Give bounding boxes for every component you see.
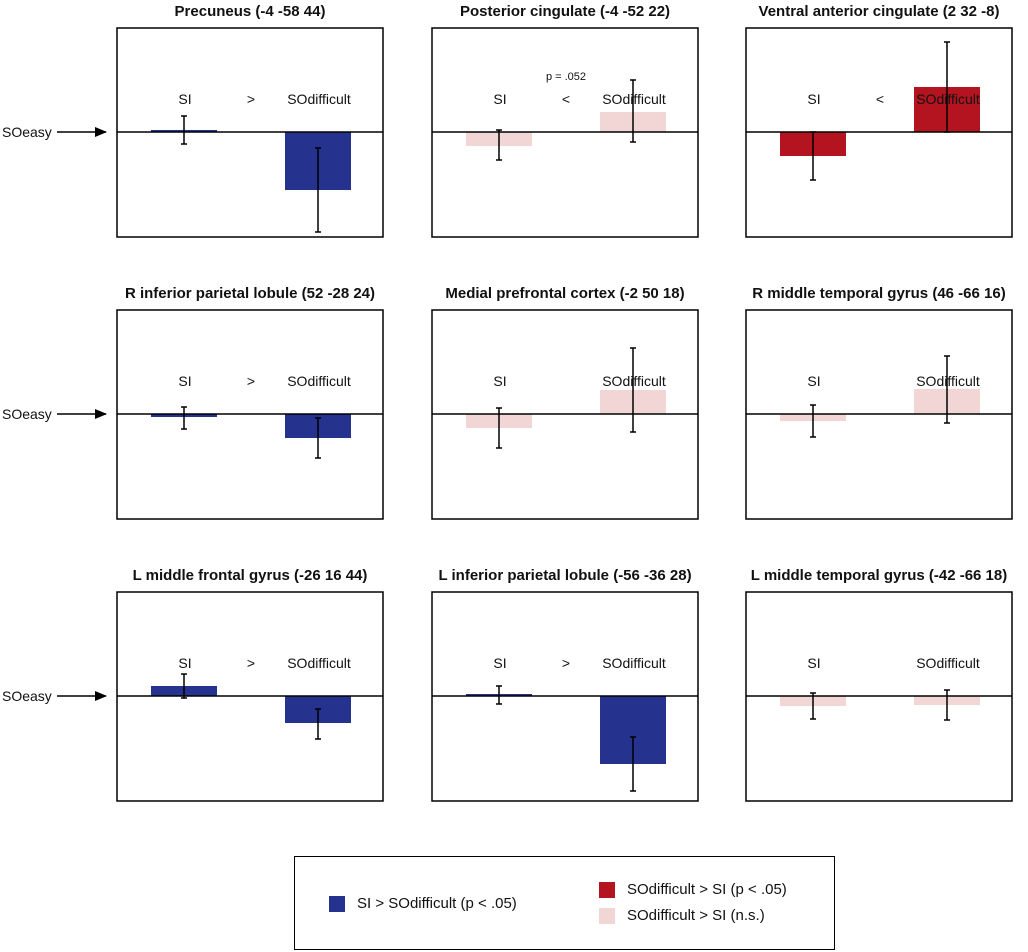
chart-panel: Posterior cingulate (-4 -52 22) SI SOdiffi… bbox=[431, 3, 699, 238]
error-bar bbox=[315, 708, 321, 740]
category-label: SI bbox=[178, 373, 191, 389]
error-bar bbox=[944, 41, 950, 133]
legend-item-sodifficult-greater-sig: SOdifficult > SI (p < .05) bbox=[599, 881, 787, 898]
category-label: SOdifficult bbox=[916, 373, 980, 389]
category-label: SOdifficult bbox=[602, 655, 666, 671]
error-bar bbox=[944, 355, 950, 424]
category-label: SOdifficult bbox=[287, 91, 351, 107]
panel-title: Posterior cingulate (-4 -52 22) bbox=[460, 3, 670, 20]
panel-title: R inferior parietal lobule (52 -28 24) bbox=[125, 285, 375, 302]
comparison-symbol: > bbox=[247, 91, 255, 107]
comparison-symbol: > bbox=[247, 373, 255, 389]
category-label: SI bbox=[178, 91, 191, 107]
chart-panel: R middle temporal gyrus (46 -66 16) SI SOd… bbox=[745, 285, 1013, 520]
panels: Precuneus (-4 -58 44) SI SOdifficult > Poste… bbox=[116, 3, 1013, 802]
comparison-symbol: < bbox=[876, 91, 884, 107]
category-label: SI bbox=[493, 655, 506, 671]
category-label: SI bbox=[807, 91, 820, 107]
row-label-2: SOeasy bbox=[2, 406, 107, 422]
error-bar bbox=[181, 673, 187, 699]
row-label-text: SOeasy bbox=[2, 124, 52, 140]
row-label-text: SOeasy bbox=[2, 406, 52, 422]
error-bar bbox=[496, 407, 502, 449]
panel-title: L inferior parietal lobule (-56 -36 28) bbox=[438, 567, 691, 584]
row-label-text: SOeasy bbox=[2, 688, 52, 704]
error-bar bbox=[810, 692, 816, 720]
chart-panel: R inferior parietal lobule (52 -28 24) SI… bbox=[116, 285, 384, 520]
p-value-annotation: p = .052 bbox=[546, 71, 586, 83]
error-bar bbox=[630, 347, 636, 433]
legend-swatch bbox=[599, 881, 615, 898]
category-label: SI bbox=[807, 373, 820, 389]
comparison-symbol: > bbox=[562, 655, 570, 671]
category-label: SOdifficult bbox=[916, 91, 980, 107]
chart-panel: Precuneus (-4 -58 44) SI SOdifficult > bbox=[116, 3, 384, 238]
error-bar bbox=[496, 685, 502, 705]
error-bar bbox=[944, 689, 950, 721]
legend-label: SOdifficult > SI (p < .05) bbox=[627, 881, 787, 898]
legend-item-sodifficult-greater-ns: SOdifficult > SI (n.s.) bbox=[599, 907, 765, 924]
chart-panel: L inferior parietal lobule (-56 -36 28) S… bbox=[431, 567, 699, 802]
panel-title: Ventral anterior cingulate (2 32 -8) bbox=[759, 3, 1000, 20]
error-bar bbox=[315, 147, 321, 233]
error-bar bbox=[810, 404, 816, 438]
legend-swatch bbox=[329, 895, 345, 912]
row-label-3: SOeasy bbox=[2, 688, 107, 704]
error-bar bbox=[630, 79, 636, 143]
category-label: SOdifficult bbox=[602, 91, 666, 107]
category-label: SI bbox=[807, 655, 820, 671]
chart-panel: Ventral anterior cingulate (2 32 -8) SI SO… bbox=[745, 3, 1013, 238]
error-bar bbox=[496, 129, 502, 161]
category-label: SI bbox=[178, 655, 191, 671]
error-bar bbox=[810, 131, 816, 181]
legend: SI > SOdifficult (p < .05) SOdifficult >… bbox=[294, 856, 835, 950]
panel-title: L middle temporal gyrus (-42 -66 18) bbox=[751, 567, 1007, 584]
panel-title: Medial prefrontal cortex (-2 50 18) bbox=[445, 285, 684, 302]
category-label: SOdifficult bbox=[602, 373, 666, 389]
legend-label: SI > SOdifficult (p < .05) bbox=[357, 895, 517, 912]
category-label: SI bbox=[493, 91, 506, 107]
legend-swatch bbox=[599, 907, 615, 924]
row-label-1: SOeasy bbox=[2, 124, 107, 140]
panel-title: Precuneus (-4 -58 44) bbox=[175, 3, 326, 20]
category-label: SOdifficult bbox=[287, 373, 351, 389]
chart-panel: L middle frontal gyrus (-26 16 44) SI SOdi… bbox=[116, 567, 384, 802]
category-label: SI bbox=[493, 373, 506, 389]
error-bar bbox=[181, 406, 187, 430]
category-label: SOdifficult bbox=[916, 655, 980, 671]
legend-item-si-greater: SI > SOdifficult (p < .05) bbox=[329, 895, 517, 912]
chart-panel: Medial prefrontal cortex (-2 50 18) SI SOd… bbox=[431, 285, 699, 520]
error-bar bbox=[315, 417, 321, 459]
figure: SOeasy SOeasy SOeasy Precuneus (-4 -58 4… bbox=[2, 3, 1013, 802]
category-label: SOdifficult bbox=[287, 655, 351, 671]
comparison-symbol: < bbox=[562, 91, 570, 107]
chart-panel: L middle temporal gyrus (-42 -66 18) SI SO… bbox=[745, 567, 1013, 802]
legend-label: SOdifficult > SI (n.s.) bbox=[627, 907, 765, 924]
error-bar bbox=[630, 736, 636, 792]
panel-title: R middle temporal gyrus (46 -66 16) bbox=[752, 285, 1005, 302]
panel-title: L middle frontal gyrus (-26 16 44) bbox=[133, 567, 368, 584]
error-bar bbox=[181, 115, 187, 145]
comparison-symbol: > bbox=[247, 655, 255, 671]
